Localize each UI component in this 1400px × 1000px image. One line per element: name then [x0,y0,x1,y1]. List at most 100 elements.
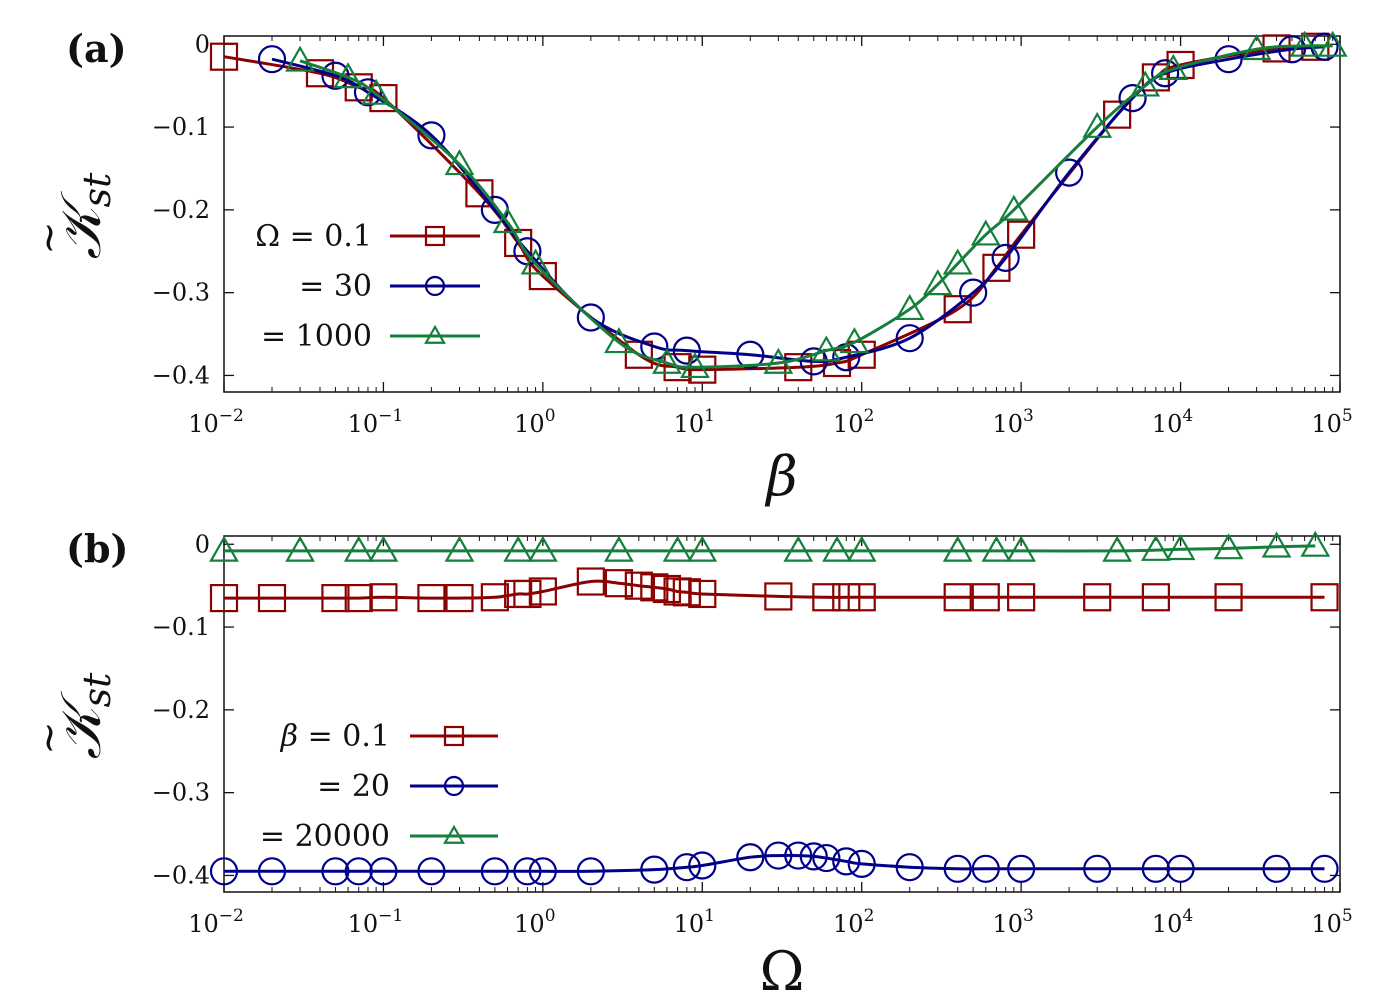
square-marker [832,583,861,612]
series-square [209,567,1339,613]
circle-marker [576,857,605,886]
circle-marker [1166,854,1195,883]
circle-marker [1118,83,1147,113]
circle-marker [1007,854,1036,883]
square-marker [672,578,701,607]
square-marker [1007,583,1036,612]
y-tick-label: −0.1 [152,613,210,641]
square-marker [943,583,972,612]
square-marker [445,583,474,613]
square-marker [513,579,542,609]
triangle-marker [652,347,682,374]
square-marker [417,583,446,613]
square-marker [1310,583,1339,612]
circle-marker [895,853,924,882]
x-tick-label: 10−2 [188,406,244,438]
square-marker [822,348,852,378]
circle-marker [321,61,350,90]
square-marker [1141,583,1170,612]
x-axis-label: Ω [760,940,805,1000]
circle-marker [424,275,446,297]
circle-marker [513,857,542,886]
series-circle [257,32,1339,376]
triangle-marker [604,535,634,562]
circle-marker [576,303,605,332]
y-tick-label: −0.4 [152,361,210,389]
panel-a: (a) 10−2 10−1 100 101 102 103 104 105 0 −0.1 −0.2 −… [26,26,1353,508]
square-marker [688,355,717,384]
triangle-marker [333,62,363,89]
circle-marker [1262,854,1291,883]
triangle-marker [822,535,852,562]
square-marker [369,83,398,113]
triangle-marker [846,535,877,562]
panel-b-label: (b) [66,526,129,571]
circle-marker [353,78,383,107]
square-marker [784,353,813,382]
y-tick-label: −0.1 [152,113,210,141]
square-marker [847,583,876,612]
circle-marker [799,842,828,871]
x-tick-label: 102 [833,406,874,438]
triangle-marker [604,327,634,354]
circle-marker [1083,854,1112,883]
square-marker [321,583,350,613]
square-marker [443,725,465,747]
y-axis-label-tilde: ~ [26,221,72,255]
square-marker [424,225,446,247]
triangle-marker [520,248,551,275]
triangle-marker [209,535,239,562]
triangle-marker [503,535,534,562]
x-tick-label: 102 [833,906,874,938]
triangle-marker [343,535,374,562]
triangle-marker [894,293,925,321]
circle-marker [1310,854,1339,883]
triangle-marker [763,347,794,374]
legend-label: = 20 [317,769,390,804]
x-tick-label: 10−1 [348,406,404,438]
square-marker [209,42,239,71]
circle-marker [257,45,287,74]
series-line [299,44,1333,369]
x-tick-label: 10−2 [188,906,244,938]
triangle-marker [361,78,392,105]
x-tick-label: 103 [992,406,1033,438]
triangle-marker [1140,534,1171,561]
circle-marker [480,857,509,886]
square-marker [209,583,239,613]
square-marker [604,569,634,598]
square-marker [369,583,398,612]
triangle-marker [662,535,693,562]
circle-marker [417,857,446,886]
square-marker [1103,100,1132,129]
square-marker [257,583,287,613]
x-tick-label: 105 [1311,406,1352,438]
circle-marker [736,340,765,369]
triangle-marker [444,149,475,176]
square-marker [1214,583,1243,612]
circle-marker [344,857,373,886]
triangle-marker [981,535,1012,562]
circle-marker [672,853,701,882]
circle-marker [847,849,876,878]
x-tick-label: 105 [1311,906,1352,938]
triangle-marker [1165,534,1196,561]
y-tick-label: 0 [195,530,210,558]
square-marker [480,583,509,612]
triangle-marker [1130,70,1161,97]
circle-marker [1151,59,1180,88]
circle-marker [812,843,841,873]
circle-marker [1141,854,1170,883]
triangle-marker [424,324,446,344]
x-tick-label: 101 [674,406,715,438]
square-marker [652,574,682,604]
circle-marker [321,857,350,886]
circle-marker [895,324,924,353]
circle-marker [443,775,465,797]
series-triangle [285,30,1348,379]
circle-marker [417,121,446,150]
triangle-marker [942,535,973,562]
triangle-marker [285,535,315,562]
y-tick-label: −0.2 [152,696,210,724]
